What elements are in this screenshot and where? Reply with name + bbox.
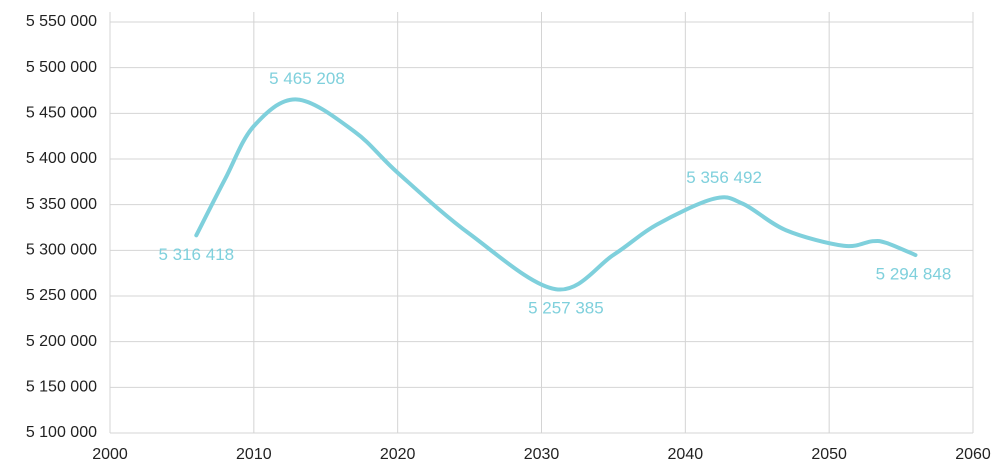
y-tick-label: 5 250 000 [26, 287, 97, 304]
data-label: 5 316 418 [158, 245, 234, 264]
y-tick-label: 5 550 000 [26, 13, 97, 30]
y-tick-label: 5 350 000 [26, 196, 97, 213]
y-tick-label: 5 150 000 [26, 379, 97, 396]
y-tick-label: 5 200 000 [26, 333, 97, 350]
data-label: 5 465 208 [269, 69, 345, 88]
y-tick-label: 5 100 000 [26, 424, 97, 441]
x-tick-label: 2030 [524, 446, 560, 463]
data-label: 5 356 492 [686, 168, 762, 187]
x-tick-label: 2040 [668, 446, 704, 463]
y-tick-label: 5 300 000 [26, 242, 97, 259]
x-tick-label: 2000 [92, 446, 128, 463]
y-tick-label: 5 500 000 [26, 59, 97, 76]
y-tick-label: 5 400 000 [26, 150, 97, 167]
x-tick-label: 2060 [955, 446, 991, 463]
x-tick-label: 2010 [236, 446, 272, 463]
x-tick-label: 2020 [380, 446, 416, 463]
data-label: 5 294 848 [876, 265, 952, 284]
x-tick-label: 2050 [811, 446, 847, 463]
data-label: 5 257 385 [528, 299, 604, 318]
y-tick-label: 5 450 000 [26, 105, 97, 122]
line [194, 97, 918, 292]
